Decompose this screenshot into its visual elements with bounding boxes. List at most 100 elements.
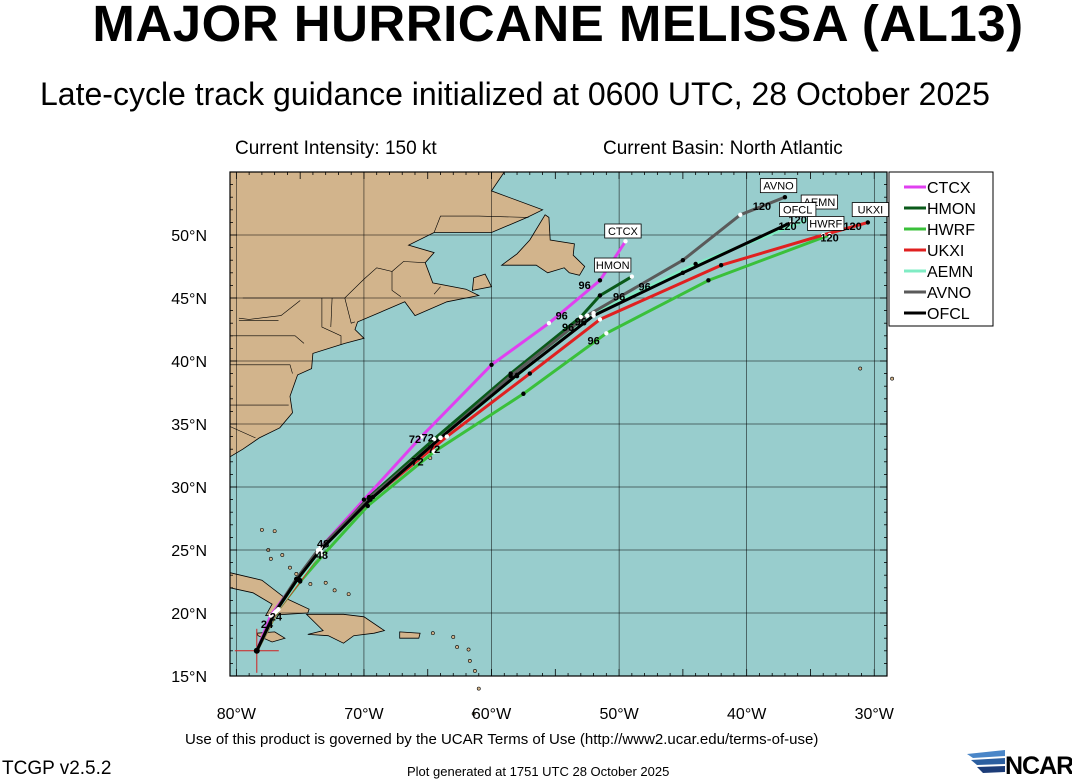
forecast-hour-label: 24	[261, 619, 274, 631]
track-point-hwrf	[827, 232, 832, 238]
ncar-logo-icon	[967, 750, 1005, 773]
island-2	[280, 553, 285, 557]
island-9	[259, 527, 264, 532]
track-point-hwrf	[706, 278, 711, 283]
track-point-hmon	[629, 274, 635, 279]
track-point-ukxi	[444, 434, 450, 439]
island-15	[467, 658, 472, 663]
forecast-hour-label: 120	[753, 201, 771, 213]
track-ofcl	[255, 221, 792, 652]
border-line-3	[330, 297, 333, 328]
model-tag-hwrf: HWRF	[809, 218, 842, 230]
track-point-ofcl	[317, 549, 322, 554]
track-point-ofcl	[789, 220, 794, 225]
track-point-ofcl	[591, 313, 596, 318]
border-line-1	[238, 300, 301, 320]
border-line-4	[344, 297, 356, 324]
track-point-ukxi	[597, 317, 603, 322]
border-line-11	[433, 286, 441, 295]
track-point-ctcx	[361, 497, 367, 502]
island-16	[473, 669, 477, 673]
forecast-hour-label: 96	[613, 292, 625, 304]
track-point-ukxi	[718, 263, 724, 268]
lon-tick-label: 50°W	[599, 706, 639, 723]
island-5	[308, 582, 313, 586]
lat-tick-label: 25°N	[171, 543, 207, 560]
border-line-10	[391, 261, 426, 272]
forecast-hour-label: 120	[843, 221, 861, 233]
track-point-hmon	[578, 314, 584, 320]
island-21	[890, 376, 895, 381]
lat-tick-label: 40°N	[171, 354, 207, 371]
track-point-ofcl	[438, 435, 443, 441]
current-basin: Current Basin: North Atlantic	[603, 138, 843, 159]
forecast-hour-label: 96	[575, 317, 587, 329]
version-label: TCGP v2.5.2	[2, 758, 112, 779]
forecast-hour-label: 48	[317, 538, 329, 550]
track-point-hwrf	[431, 449, 437, 454]
ncar-logo-text: NCAR	[1005, 752, 1072, 780]
nova-scotia-cape-breton-land	[471, 273, 493, 291]
model-tag-box-hmon	[594, 257, 632, 273]
track-point-ctcx	[597, 278, 603, 283]
newfoundland-land	[500, 214, 586, 276]
lon-tick-label: 80°W	[217, 706, 257, 723]
track-point-ukxi	[865, 220, 871, 225]
track-point-ctcx	[419, 434, 424, 439]
track-point-aemn	[693, 261, 698, 267]
model-tag-ctcx: CTCX	[608, 226, 639, 238]
model-tag-avno: AVNO	[763, 181, 794, 193]
model-tag-ukxi: UKXI	[858, 205, 884, 217]
island-12	[451, 635, 456, 639]
island-7	[332, 588, 337, 593]
lat-tick-label: 50°N	[171, 228, 207, 245]
map-subtitle: Late-cycle track guidance initialized at…	[40, 76, 990, 112]
track-point-ofcl	[295, 576, 300, 582]
track-point-ctcx	[489, 362, 494, 367]
island-18	[471, 711, 476, 716]
forecast-hour-label: 72	[428, 444, 440, 456]
map-title: MAJOR HURRICANE MELISSA (AL13)	[92, 0, 1024, 52]
forecast-hour-label: 120	[820, 232, 838, 244]
forecast-hour-label: 96	[638, 281, 650, 293]
track-point-ctcx	[546, 321, 552, 326]
lon-tick-label: 70°W	[344, 706, 384, 723]
legend-label-ukxi: UKXI	[927, 243, 964, 260]
north-america-land	[229, 171, 544, 458]
track-point-avno	[585, 313, 590, 318]
storm-origin-dot	[253, 647, 260, 654]
terms-of-use: Use of this product is governed by the U…	[185, 731, 819, 748]
track-point-ofcl	[368, 497, 373, 502]
track-point-avno	[680, 258, 686, 263]
lat-tick-label: 35°N	[171, 417, 207, 434]
forecast-hour-label: 120	[789, 215, 807, 227]
track-point-hmon	[431, 436, 437, 442]
lon-tick-label: 60°W	[472, 706, 512, 723]
track-point-hmon	[597, 293, 603, 298]
island-6	[323, 580, 328, 585]
forecast-hour-label: 96	[579, 280, 591, 292]
lat-tick-label: 20°N	[171, 606, 207, 623]
border-line-5	[230, 335, 305, 344]
track-point-ofcl	[272, 610, 277, 616]
track-point-hwrf	[365, 503, 370, 509]
island-10	[272, 529, 277, 534]
current-intensity: Current Intensity: 150 kt	[235, 138, 437, 159]
island-4	[294, 572, 299, 576]
forecast-hour-label: 48	[316, 550, 328, 562]
track-point-ukxi	[527, 371, 532, 376]
border-line-2	[321, 298, 342, 345]
island-14	[466, 647, 471, 652]
forecast-hour-label: 72	[411, 457, 423, 469]
legend-label-ofcl: OFCL	[927, 306, 970, 323]
puerto-rico-land	[399, 631, 421, 639]
model-tag-box-ofcl	[779, 202, 817, 217]
legend-label-aemn: AEMN	[927, 264, 973, 281]
forecast-hour-label: 96	[556, 310, 568, 322]
island-1	[268, 556, 273, 561]
generated-time: Plot generated at 1751 UTC 28 October 20…	[407, 764, 670, 779]
border-line-8	[229, 426, 256, 439]
island-3	[288, 565, 292, 570]
track-point-hwrf	[604, 331, 609, 336]
